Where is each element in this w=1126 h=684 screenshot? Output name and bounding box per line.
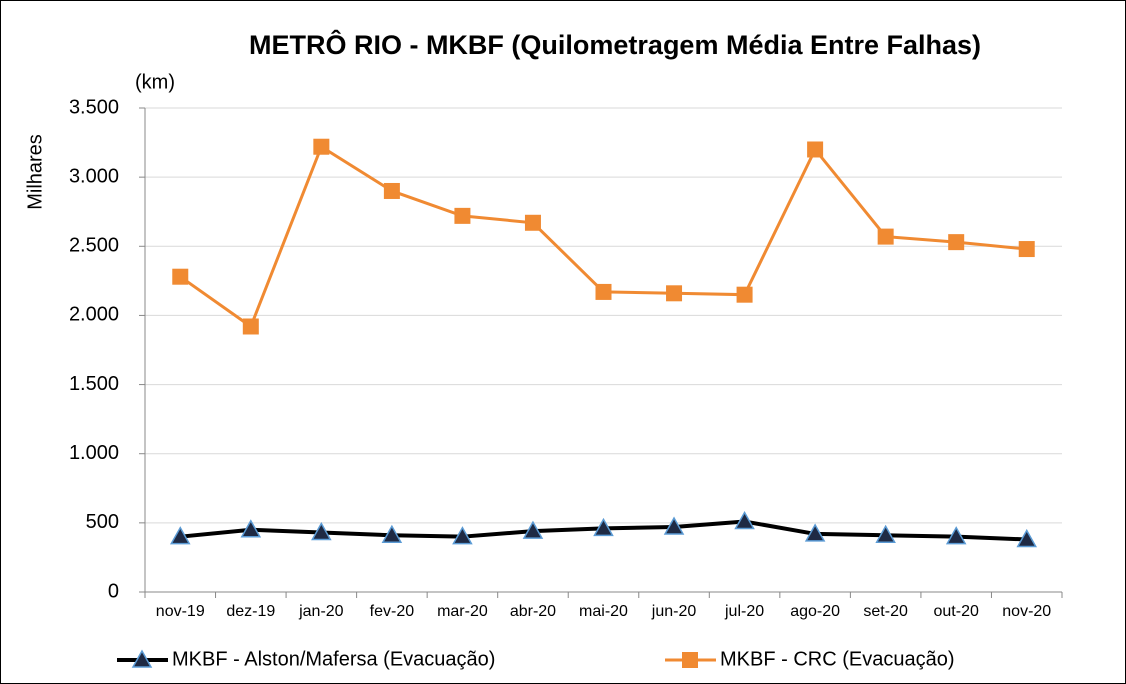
- x-tick-label: abr-20: [510, 603, 556, 620]
- legend-marker: [131, 649, 153, 668]
- x-tick-label: nov-19: [156, 603, 205, 620]
- x-tick-label: mai-20: [579, 603, 628, 620]
- x-tick-label: jun-20: [651, 603, 697, 620]
- data-point: [804, 523, 826, 542]
- data-point: [1016, 528, 1038, 548]
- annotation: (km): [135, 71, 175, 93]
- data-point: [524, 214, 541, 231]
- x-tick-label: ago-20: [790, 603, 840, 620]
- data-point: [452, 526, 473, 545]
- data-point: [383, 182, 400, 199]
- y-tick-label: 2.500: [69, 235, 119, 257]
- x-tick-label: jan-20: [298, 603, 344, 620]
- legend-label: MKBF - CRC (Evacuação): [720, 648, 955, 670]
- data-point: [169, 526, 191, 545]
- y-axis-label: Milhares: [24, 134, 46, 210]
- chart-title: METRÔ RIO - MKBF (Quilometragem Média En…: [249, 29, 981, 60]
- data-point: [172, 268, 189, 285]
- data-point: [593, 517, 614, 537]
- y-tick-label: 1.500: [69, 373, 119, 395]
- data-point: [313, 138, 330, 155]
- data-point: [948, 234, 965, 251]
- data-point: [734, 510, 755, 530]
- x-tick-label: out-20: [934, 603, 979, 620]
- data-point: [875, 524, 896, 544]
- y-tick-label: 2.000: [69, 304, 119, 326]
- data-point: [666, 285, 683, 302]
- legend-label: MKBF - Alston/Mafersa (Evacuação): [172, 648, 495, 670]
- y-tick-label: 1.000: [69, 442, 119, 464]
- data-point: [381, 524, 403, 544]
- data-point: [242, 318, 259, 335]
- x-tick-label: mar-20: [437, 603, 488, 620]
- data-point: [311, 522, 332, 541]
- y-tick-label: 0: [108, 580, 119, 602]
- data-point: [945, 526, 967, 545]
- data-point: [663, 516, 685, 535]
- data-point: [736, 286, 753, 303]
- data-point: [1018, 241, 1035, 258]
- data-point: [454, 207, 471, 224]
- y-tick-label: 500: [86, 511, 119, 533]
- y-tick-label: 3.000: [69, 165, 119, 187]
- x-tick-label: jul-20: [724, 603, 764, 620]
- legend-marker: [682, 652, 698, 668]
- x-tick-label: set-20: [863, 603, 908, 620]
- data-point: [522, 520, 544, 539]
- data-point: [595, 283, 612, 300]
- data-point: [240, 519, 262, 538]
- x-tick-label: fev-20: [370, 603, 415, 620]
- x-tick-label: dez-19: [226, 603, 275, 620]
- y-tick-label: 3.500: [69, 96, 119, 118]
- x-tick-label: nov-20: [1002, 603, 1051, 620]
- data-point: [807, 141, 824, 158]
- data-point: [877, 228, 894, 245]
